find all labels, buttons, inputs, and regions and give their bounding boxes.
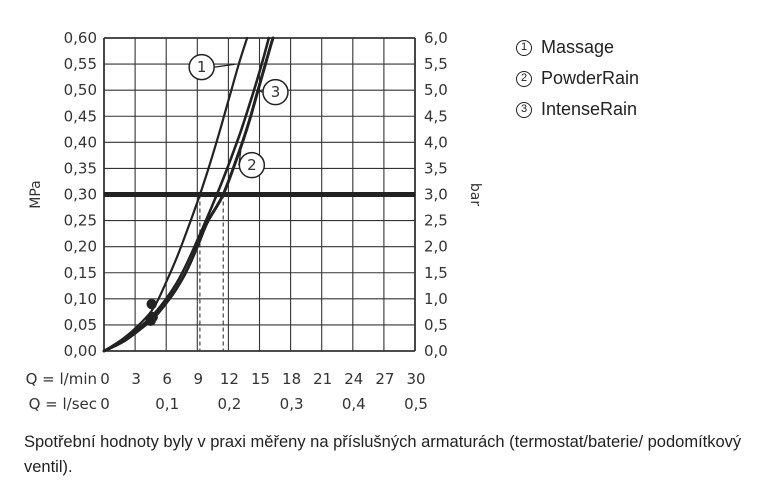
x-tick-label-lsec: 0,3 [280,395,304,413]
x-tick-label-lmin: 12 [220,370,239,388]
y-tick-label-mpa: 0,55 [64,55,97,73]
x-tick-label-lmin: 0 [100,370,110,388]
y-tick-label-mpa: 0,00 [64,342,97,360]
callout-circle-1 [188,53,215,81]
y-tick-label-bar: 4,5 [424,107,448,125]
series-line-1 [102,36,249,353]
x-tick-label-lmin: 6 [162,370,172,388]
callout-leader-1 [214,63,236,68]
x-tick-label-lsec: 0,1 [155,395,179,413]
y-tick-label-mpa: 0,20 [64,238,97,256]
y-tick-label-bar: 5,5 [424,55,448,73]
y-tick-label-bar: 3,0 [424,186,448,204]
y-tick-label-bar: 0,5 [424,316,448,334]
series-marker-1 [146,298,157,310]
y-axis-label-bar: bar [467,183,483,206]
pressure-flow-chart: 132 0,000,050,100,150,200,250,300,350,40… [26,29,483,413]
x-tick-label-lsec: 0 [100,395,110,413]
x-tick-label-lmin: 30 [406,370,425,388]
callout-circle-3 [262,78,289,106]
legend-item-intenserain: 3 IntenseRain [516,94,639,125]
y-tick-label-bar: 2,0 [424,238,448,256]
x-tick-label-lmin: 24 [344,370,363,388]
y-tick-label-mpa: 0,50 [64,81,97,99]
y-tick-label-bar: 4,0 [424,133,448,151]
y-tick-label-mpa: 0,40 [64,133,97,151]
series-marker-3 [145,315,156,326]
y-tick-label-bar: 1,0 [424,290,448,308]
chart-caption: Spotřební hodnoty byly v praxi měřeny na… [24,433,742,476]
legend-number-1: 1 [516,39,532,56]
callout-number-3: 3 [271,83,281,101]
x-tick-label-lsec: 0,4 [342,395,366,413]
legend: 1 Massage 2 PowderRain 3 IntenseRain [516,32,639,125]
y-tick-label-bar: 2,5 [424,212,448,230]
y-tick-label-bar: 0,0 [424,342,448,360]
y-tick-label-bar: 6,0 [424,29,448,47]
x-tick-label-lmin: 27 [375,370,394,388]
y-tick-label-mpa: 0,45 [64,107,97,125]
x-axis-label-lmin: Q = l/min [26,370,97,388]
y-tick-label-mpa: 0,30 [64,186,97,204]
y-tick-label-mpa: 0,05 [64,316,97,334]
x-tick-label-lmin: 18 [282,370,301,388]
y-tick-label-bar: 1,5 [424,264,448,282]
x-tick-label-lsec: 0,5 [404,395,428,413]
curves-layer: 1 3 2 [102,36,289,353]
x-tick-label-lmin: 3 [131,370,141,388]
callout-number-2: 2 [247,156,257,174]
callout-leader-3 [258,89,263,93]
y-tick-label-mpa: 0,15 [64,264,97,282]
y-tick-label-mpa: 0,60 [64,29,97,47]
x-tick-label-lmin: 21 [313,370,332,388]
reference-line-layer [104,192,415,351]
y-tick-label-mpa: 0,25 [64,212,97,230]
y-tick-label-mpa: 0,10 [64,290,97,308]
x-tick-label-lmin: 9 [194,370,204,388]
x-tick-label-lsec: 0,2 [217,395,241,413]
legend-item-massage: 1 Massage [516,32,639,63]
callout-circle-2 [238,151,266,179]
legend-number-3: 3 [516,101,532,118]
x-axis-label-lsec: Q = l/sec [29,395,97,413]
x-tick-label-lmin: 15 [251,370,270,388]
legend-label-intenserain: IntenseRain [541,99,638,119]
y-tick-label-bar: 5,0 [424,81,448,99]
y-tick-label-bar: 3,5 [424,159,448,177]
tick-labels-layer: 0,000,050,100,150,200,250,300,350,400,45… [26,29,483,413]
legend-label-powderrain: PowderRain [541,68,640,88]
callout-number-1: 1 [197,58,207,76]
y-axis-label-mpa: MPa [28,180,44,208]
legend-number-2: 2 [516,70,532,87]
y-tick-label-mpa: 0,35 [64,159,97,177]
legend-label-massage: Massage [541,37,615,57]
legend-item-powderrain: 2 PowderRain [516,63,639,94]
